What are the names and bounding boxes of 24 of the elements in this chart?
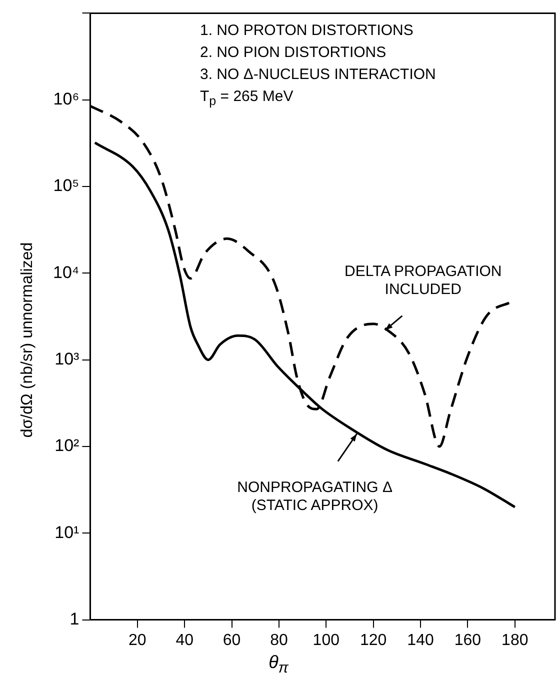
annotation: 1. NO PROTON DISTORTIONS bbox=[200, 21, 414, 41]
x-tick-label: 80 bbox=[270, 632, 288, 649]
x-tick-label: 140 bbox=[407, 632, 434, 649]
x-tick-label: 180 bbox=[502, 632, 528, 649]
x-tick-label: 40 bbox=[176, 632, 194, 649]
x-tick-label: 160 bbox=[454, 632, 482, 649]
y-tick-label: 10⁴ bbox=[52, 262, 80, 282]
y-tick-label: 10¹ bbox=[54, 522, 80, 542]
annotation: 3. NO Δ-NUCLEUS INTERACTION bbox=[200, 65, 436, 85]
y-tick-label: 10⁵ bbox=[53, 176, 80, 196]
annotation: T$_{p}$ = 265 MeV bbox=[200, 87, 294, 110]
y-tick-label: 10² bbox=[54, 436, 80, 456]
y-tick-label: 10⁶ bbox=[53, 90, 80, 109]
y-axis-title: dσ/dΩ (nb/sr) unnormalized bbox=[19, 242, 37, 438]
annotation: DELTA PROPAGATION INCLUDED bbox=[344, 263, 502, 298]
x-tick-label: 60 bbox=[222, 632, 241, 649]
annotation: 2. NO PION DISTORTIONS bbox=[200, 43, 388, 63]
x-tick-label: 20 bbox=[128, 632, 146, 649]
annotation: NONPROPAGATING Δ (STATIC APPROX) bbox=[237, 478, 392, 514]
y-tick-label: 10³ bbox=[54, 350, 80, 369]
x-axis-title: θ$_{π}$ bbox=[268, 652, 290, 677]
y-tick-label: 1 bbox=[70, 609, 80, 628]
x-tick-label: 100 bbox=[312, 632, 340, 649]
x-tick-label: 120 bbox=[360, 632, 387, 649]
